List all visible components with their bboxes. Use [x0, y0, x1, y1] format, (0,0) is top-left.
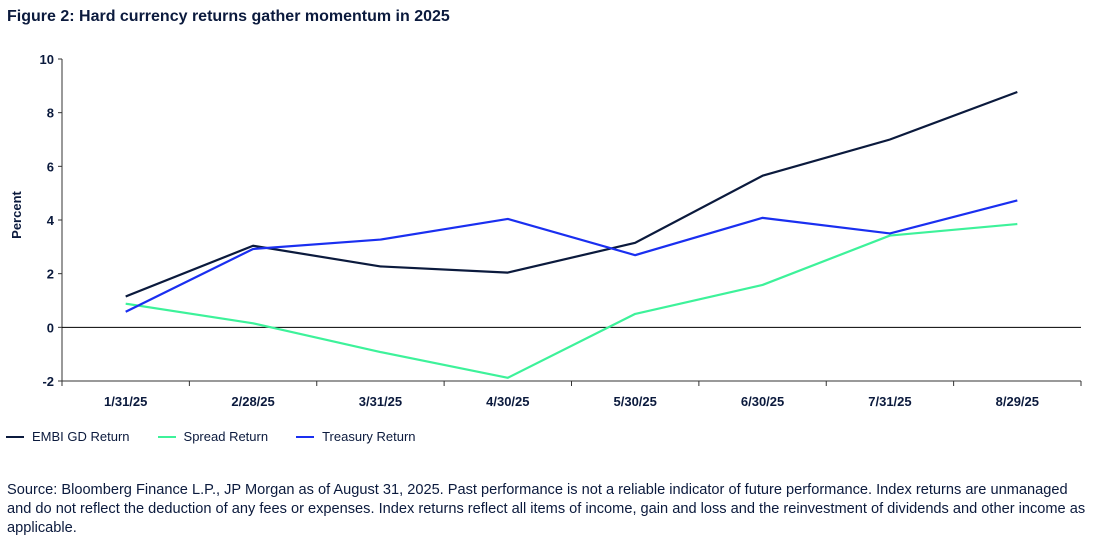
- source-note: Source: Bloomberg Finance L.P., JP Morga…: [7, 482, 1086, 536]
- x-tick-label: 1/31/25: [104, 394, 147, 409]
- legend-label: Treasury Return: [322, 429, 416, 444]
- x-tick-label: 4/30/25: [486, 394, 529, 409]
- x-tick-label: 8/29/25: [996, 394, 1039, 409]
- y-tick-label: 4: [47, 213, 55, 228]
- series-line-treasury-return: [125, 199, 1018, 313]
- y-tick-label: 6: [47, 159, 54, 174]
- legend-item-embi: EMBI GD Return: [6, 429, 130, 444]
- y-tick-label: 0: [47, 320, 54, 335]
- legend-label: EMBI GD Return: [32, 429, 130, 444]
- x-tick-label: 5/30/25: [614, 394, 657, 409]
- x-tick-label: 3/31/25: [359, 394, 402, 409]
- series-line-embi-gd-return: [125, 90, 1018, 298]
- x-tick-label: 6/30/25: [741, 394, 784, 409]
- x-tick-label: 2/28/25: [231, 394, 274, 409]
- y-axis-label: Percent: [9, 190, 24, 238]
- y-tick-label: 2: [47, 267, 54, 282]
- legend-swatch: [296, 435, 315, 438]
- x-tick-label: 7/31/25: [868, 394, 911, 409]
- y-tick-label: 8: [47, 106, 54, 121]
- legend-item-treasury: Treasury Return: [296, 429, 416, 444]
- legend-item-spread: Spread Return: [157, 429, 269, 444]
- legend-label: Spread Return: [183, 429, 269, 444]
- chart-title: Figure 2: Hard currency returns gather m…: [7, 8, 450, 25]
- series-line-spread-return: [125, 222, 1018, 379]
- y-tick-label: -2: [42, 374, 54, 389]
- legend-swatch: [6, 435, 24, 438]
- legend: EMBI GD Return Spread Return Treasury Re…: [6, 429, 444, 444]
- legend-swatch: [157, 435, 176, 438]
- line-chart: -2 0 2 4 6 8 10 1/31/25 2/28/25 3/31/25 4/30/25 5/3…: [9, 52, 1082, 409]
- y-tick-label: 10: [40, 52, 54, 67]
